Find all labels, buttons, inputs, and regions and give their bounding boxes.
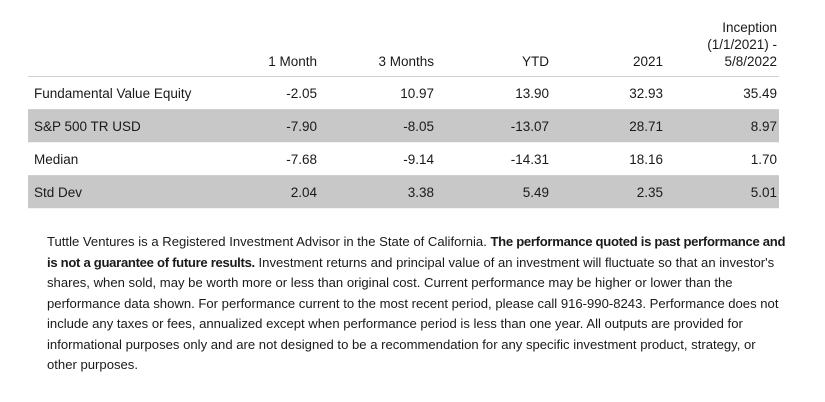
table-row-median: Median -7.68 -9.14 -14.31 18.16 1.70 [28, 142, 779, 176]
cell-inception: 8.97 [665, 109, 779, 143]
cell-1-month: -2.05 [228, 76, 319, 110]
cell-3-months: 10.97 [319, 76, 436, 110]
header-inception-line-3: 5/8/2022 [724, 54, 777, 69]
cell-2021: 32.93 [551, 76, 665, 110]
performance-table: 1 Month 3 Months YTD 2021 Inception (1/1… [28, 0, 779, 209]
table-row-std-dev: Std Dev 2.04 3.38 5.49 2.35 5.01 [28, 175, 779, 209]
cell-ytd: 13.90 [436, 76, 551, 110]
cell-inception: 35.49 [665, 76, 779, 110]
cell-inception: 1.70 [665, 142, 779, 176]
cell-2021: 28.71 [551, 109, 665, 143]
cell-1-month: 2.04 [228, 175, 319, 209]
cell-ytd: -13.07 [436, 109, 551, 143]
cell-1-month: -7.68 [228, 142, 319, 176]
header-inception: Inception (1/1/2021) - 5/8/2022 [665, 0, 779, 77]
cell-inception: 5.01 [665, 175, 779, 209]
row-name: Fundamental Value Equity [28, 76, 228, 110]
table-row-fundamental-value-equity: Fundamental Value Equity -2.05 10.97 13.… [28, 76, 779, 110]
cell-ytd: -14.31 [436, 142, 551, 176]
cell-2021: 18.16 [551, 142, 665, 176]
disclaimer-bold: The performance quoted is past performan… [47, 234, 786, 270]
header-name [28, 0, 228, 77]
table-header-row: 1 Month 3 Months YTD 2021 Inception (1/1… [28, 0, 779, 77]
cell-2021: 2.35 [551, 175, 665, 209]
row-name: Median [28, 142, 228, 176]
row-name: Std Dev [28, 175, 228, 209]
header-1-month: 1 Month [228, 0, 319, 77]
disclaimer-rest: Investment returns and principal value o… [47, 254, 779, 373]
table-row-sp500: S&P 500 TR USD -7.90 -8.05 -13.07 28.71 … [28, 109, 779, 143]
cell-3-months: -8.05 [319, 109, 436, 143]
cell-1-month: -7.90 [228, 109, 319, 143]
header-inception-line-2: (1/1/2021) - [707, 37, 777, 52]
header-inception-line-1: Inception [722, 20, 777, 35]
header-3-months: 3 Months [319, 0, 436, 77]
row-name: S&P 500 TR USD [28, 109, 228, 143]
cell-ytd: 5.49 [436, 175, 551, 209]
disclaimer-intro: Tuttle Ventures is a Registered Investme… [47, 234, 491, 249]
header-2021: 2021 [551, 0, 665, 77]
disclaimer-text: Tuttle Ventures is a Registered Investme… [47, 232, 787, 376]
cell-3-months: -9.14 [319, 142, 436, 176]
header-ytd: YTD [436, 0, 551, 77]
cell-3-months: 3.38 [319, 175, 436, 209]
